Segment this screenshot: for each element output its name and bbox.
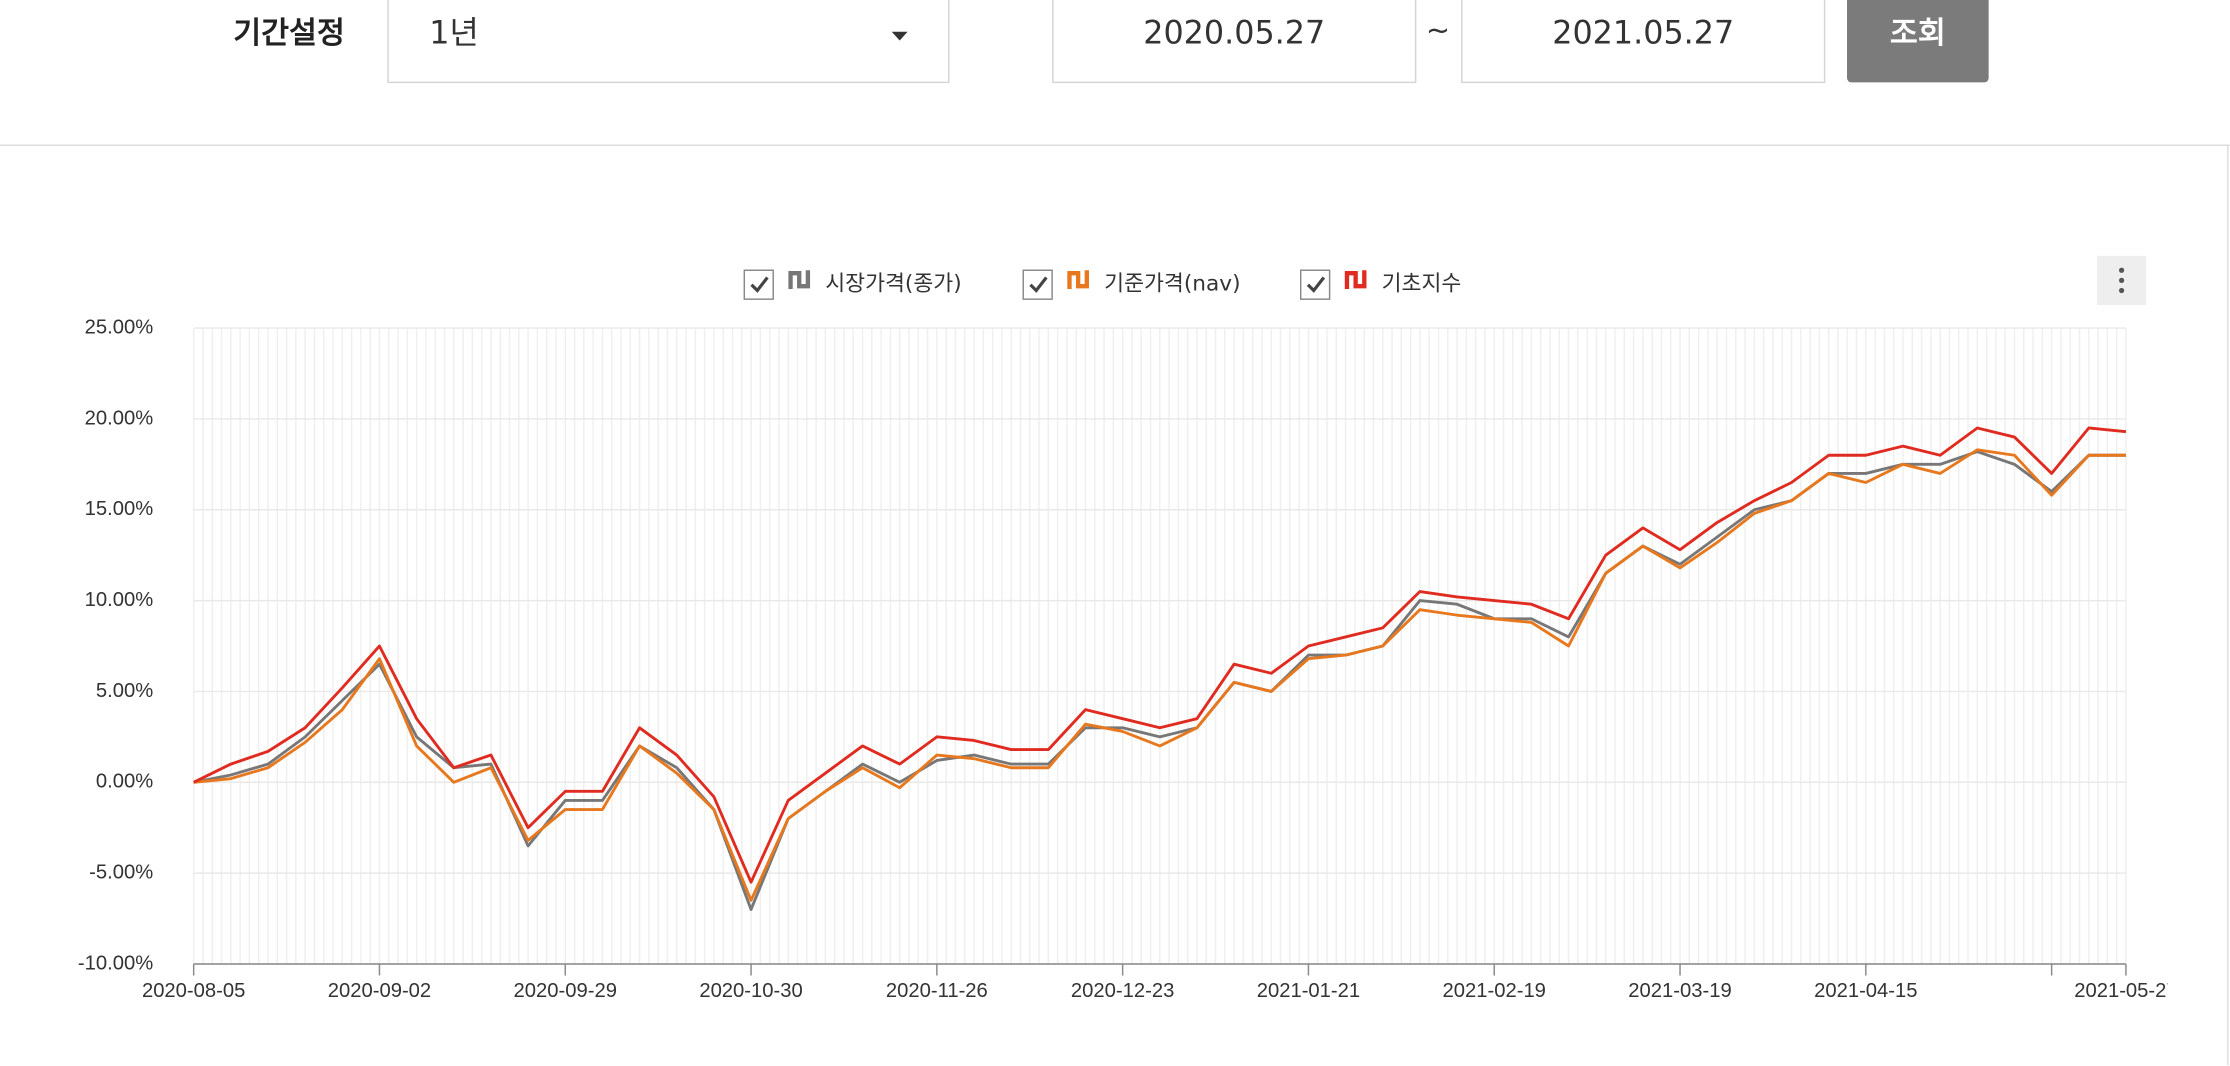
end-date-input[interactable] — [1461, 0, 1826, 84]
start-date: 2020.05.27 — [1143, 15, 1325, 52]
menu-dot — [2118, 267, 2125, 273]
legend-checkbox[interactable] — [743, 269, 774, 300]
legend-check — [750, 276, 769, 293]
x-tick-label: 2021-05-27 — [2074, 980, 2177, 1002]
search-button-label: 조회 — [1890, 16, 1946, 51]
search-button[interactable] — [1847, 0, 1989, 83]
y-tick-label: 25.00% — [85, 316, 154, 338]
x-tick-label: 2020-10-30 — [699, 980, 802, 1002]
legend-check — [1306, 276, 1326, 293]
filter-label: 기간설정 — [233, 16, 345, 51]
x-tick-label: 2020-09-29 — [514, 980, 617, 1002]
y-tick-label: -10.00% — [78, 952, 153, 974]
date-separator: ~ — [1426, 13, 1450, 47]
y-tick-label: 0.00% — [96, 771, 153, 793]
end-date: 2021.05.27 — [1552, 15, 1734, 52]
y-tick-label: -5.00% — [89, 861, 153, 883]
x-tick-label: 2021-01-21 — [1257, 980, 1360, 1002]
legend-label: 기초지수 — [1382, 272, 1462, 297]
chart: -10.00% -5.00% 0.00% 5.00% 10.00% 15.00% 20.00… — [78, 316, 2177, 1002]
legend-symbol — [788, 270, 811, 290]
period-value: 1년 — [429, 15, 478, 52]
y-tick-label: 5.00% — [96, 680, 153, 702]
period-select[interactable] — [387, 0, 950, 84]
menu-dot — [2118, 277, 2125, 283]
x-tick-label: 2021-03-19 — [1628, 980, 1731, 1002]
dropdown-arrow — [891, 31, 908, 41]
x-tick-label: 2020-08-05 — [142, 980, 245, 1002]
x-tick-label: 2020-09-02 — [328, 980, 431, 1002]
legend-checkbox[interactable] — [1022, 269, 1053, 300]
start-date-input[interactable] — [1052, 0, 1417, 84]
legend-symbol — [1344, 270, 1367, 290]
menu-dot — [2118, 287, 2125, 294]
x-tick-label: 2021-04-15 — [1814, 980, 1917, 1002]
legend-label: 시장가격(종가) — [825, 272, 961, 297]
series-line — [193, 426, 2127, 884]
legend-check — [1029, 276, 1048, 293]
y-tick-label: 20.00% — [85, 407, 154, 429]
legend-checkbox[interactable] — [1299, 269, 1331, 300]
legend-label: 기준가격(nav) — [1104, 272, 1240, 297]
y-tick-label: 15.00% — [85, 498, 154, 520]
legend-symbol — [1067, 270, 1089, 290]
y-tick-label: 10.00% — [85, 589, 154, 611]
x-tick-label: 2020-11-26 — [886, 980, 988, 1002]
series-line — [193, 448, 2126, 902]
x-tick-label: 2020-12-23 — [1071, 980, 1174, 1002]
x-tick-label: 2021-02-19 — [1443, 980, 1546, 1002]
